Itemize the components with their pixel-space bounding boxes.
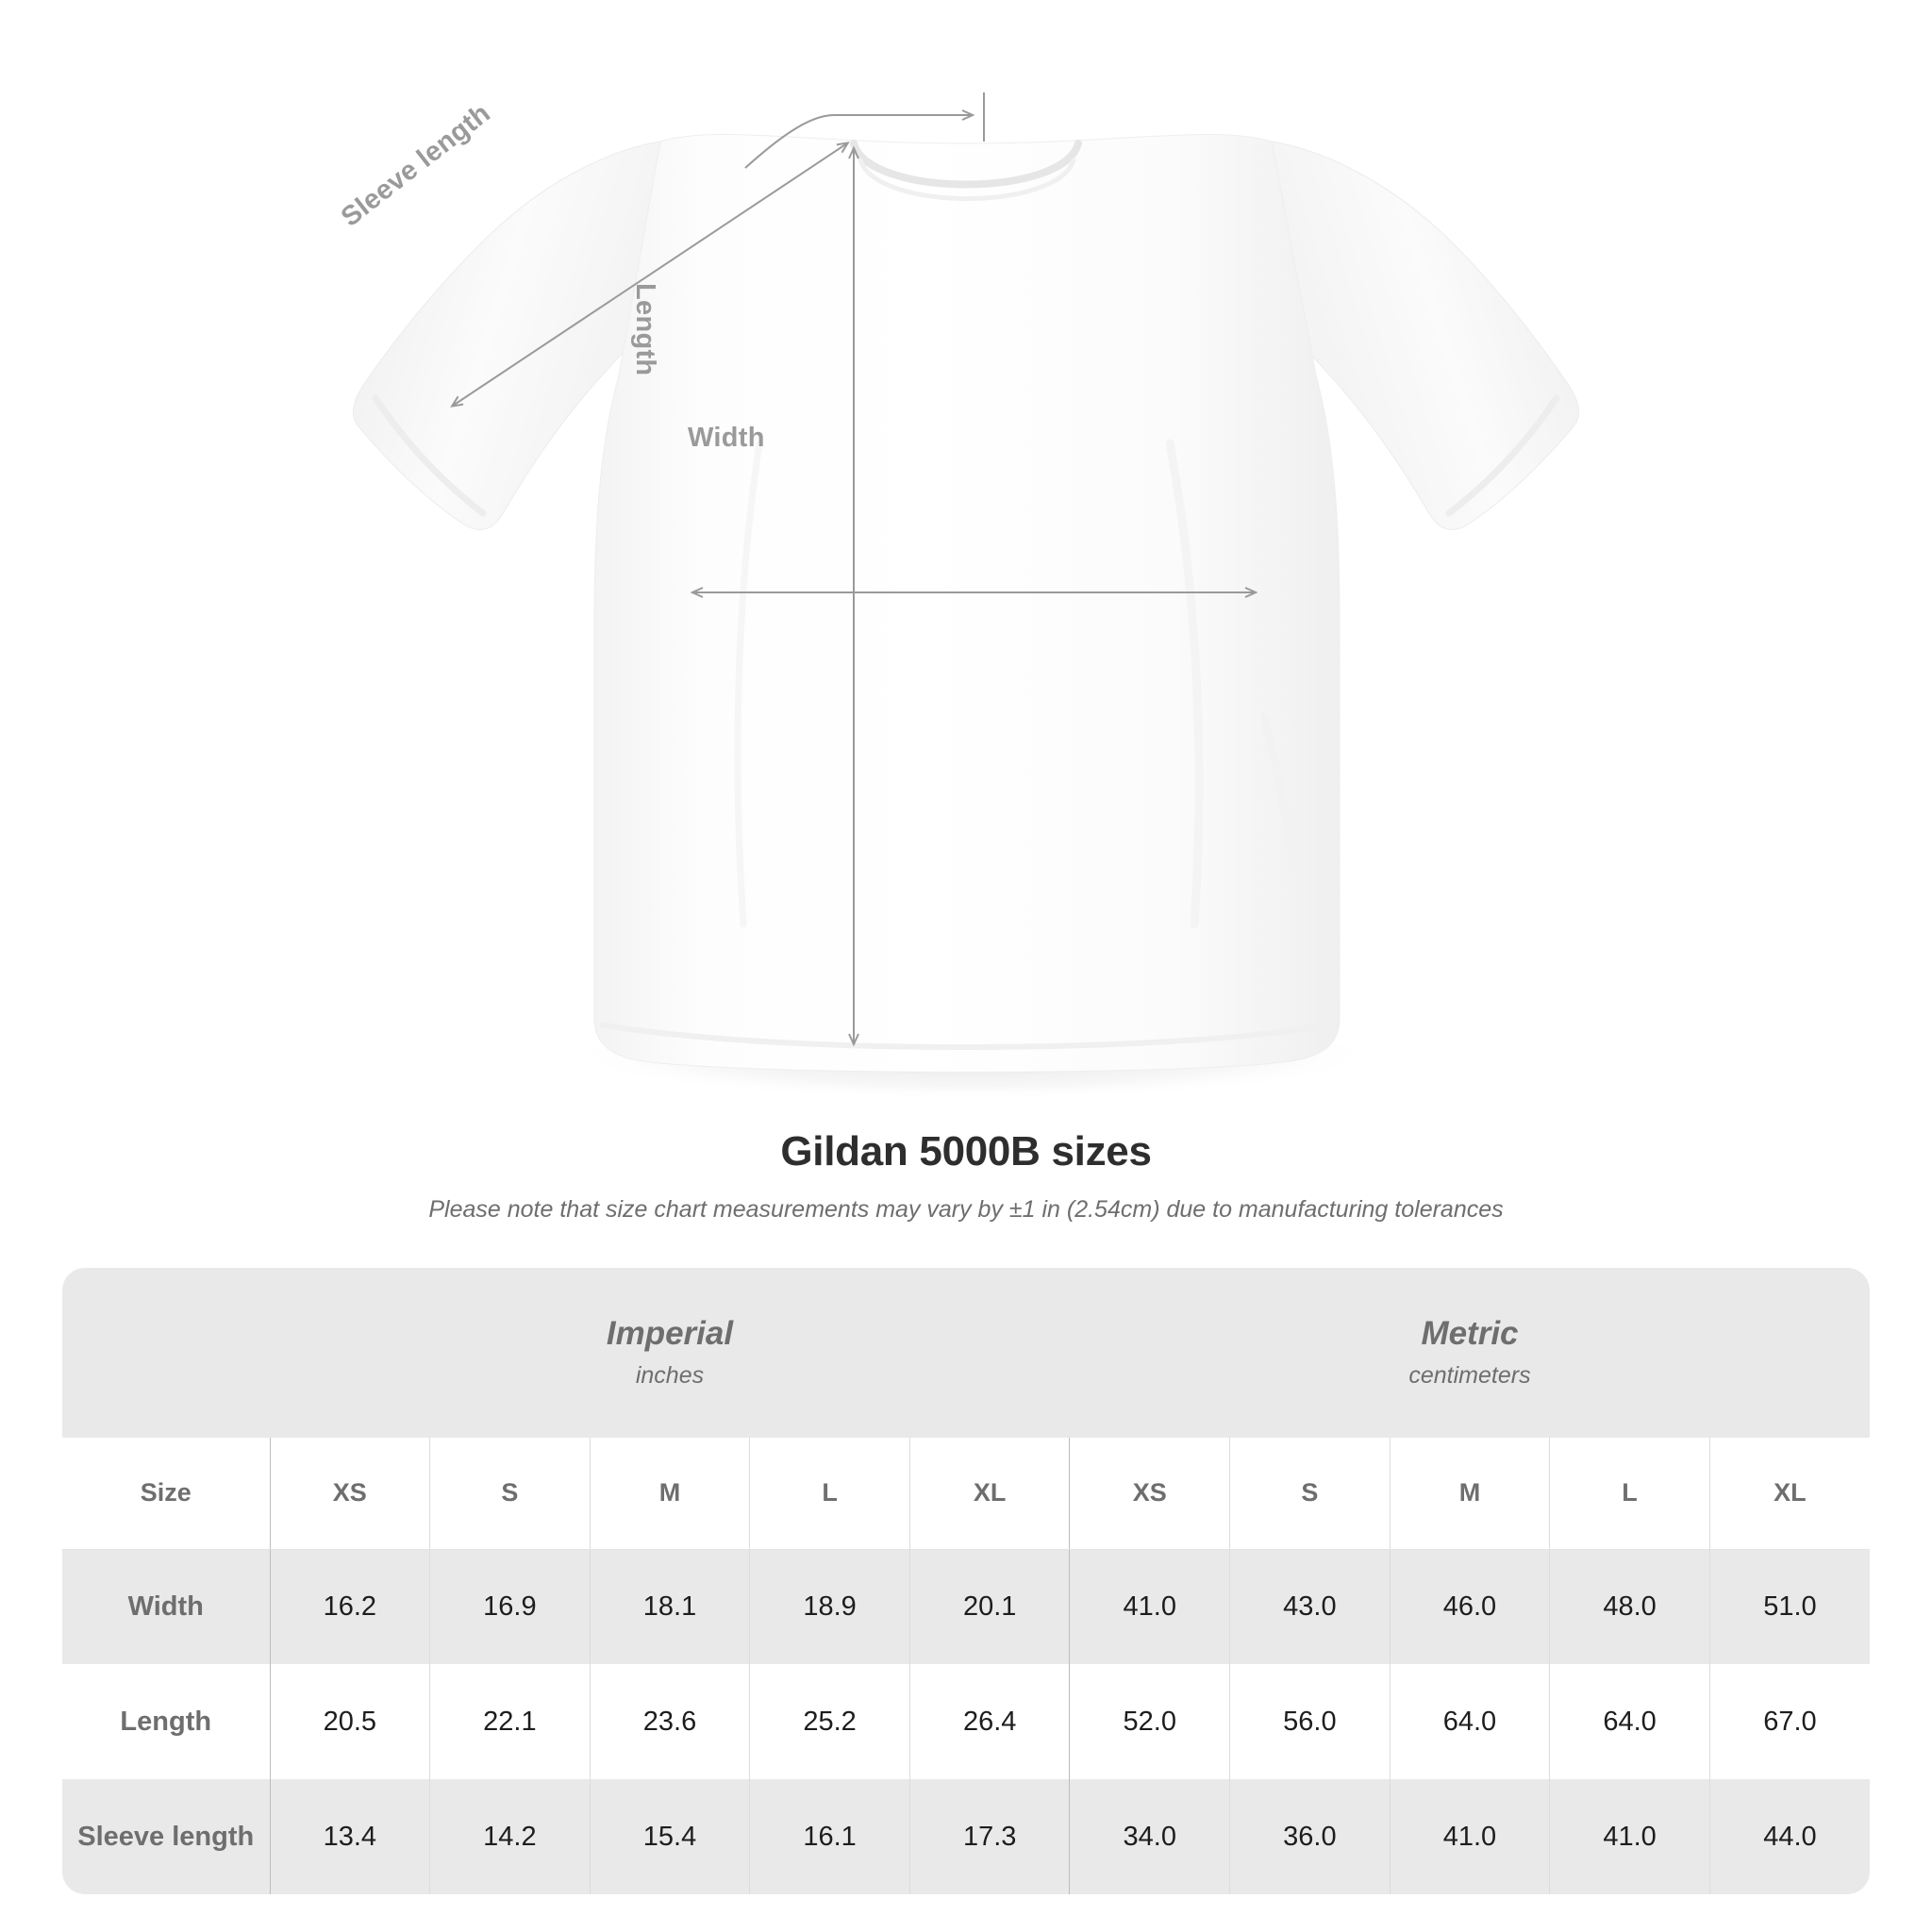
tshirt-illustration: Sleeve length Length Width <box>336 92 1580 1100</box>
header-metric-xs: XS <box>1069 1438 1230 1550</box>
cell-length-metric-s: 56.0 <box>1229 1664 1391 1779</box>
cell-length-imperial-l: 25.2 <box>749 1664 910 1779</box>
hem-line <box>599 1022 1335 1050</box>
cell-width-imperial-m: 18.1 <box>589 1549 750 1664</box>
tshirt-svg <box>352 92 1580 1100</box>
cell-length-metric-l: 64.0 <box>1549 1664 1710 1779</box>
cell-length-imperial-m: 23.6 <box>589 1664 750 1779</box>
shirt-body <box>352 133 1580 1073</box>
tolerance-note: Please note that size chart measurements… <box>428 1196 1504 1223</box>
unit-sub-imperial: inches <box>635 1361 705 1389</box>
cell-sleeve-metric-m: 41.0 <box>1389 1779 1550 1894</box>
table-row: Width 16.2 16.9 18.1 18.9 20.1 41.0 43.0… <box>62 1549 1870 1664</box>
header-metric-s: S <box>1229 1438 1391 1550</box>
cell-length-metric-xs: 52.0 <box>1069 1664 1230 1779</box>
cell-length-imperial-xl: 26.4 <box>908 1664 1070 1779</box>
row-label-sleeve-length: Sleeve length <box>62 1779 270 1894</box>
length-label: Length <box>630 283 660 376</box>
size-table-container: Imperial inches Metric centimeters Size … <box>62 1268 1870 1894</box>
fold-left <box>734 440 763 928</box>
cell-sleeve-imperial-m: 15.4 <box>589 1779 750 1894</box>
table-row: Sleeve length 13.4 14.2 15.4 16.1 17.3 3… <box>62 1779 1870 1894</box>
cell-length-imperial-xs: 20.5 <box>269 1664 430 1779</box>
cell-sleeve-metric-s: 36.0 <box>1229 1779 1391 1894</box>
header-metric-m: M <box>1389 1438 1550 1550</box>
cell-width-imperial-xl: 20.1 <box>908 1549 1070 1664</box>
title-block: Gildan 5000B sizes Please note that size… <box>0 1128 1932 1224</box>
header-imperial-xl: XL <box>908 1438 1070 1550</box>
cell-sleeve-metric-l: 41.0 <box>1549 1779 1710 1894</box>
unit-banner-row: Imperial inches Metric centimeters <box>62 1268 1870 1438</box>
collar-outer <box>850 140 1082 189</box>
cell-sleeve-imperial-xs: 13.4 <box>269 1779 430 1894</box>
header-metric-xl: XL <box>1708 1438 1870 1550</box>
cell-sleeve-metric-xl: 44.0 <box>1708 1779 1870 1894</box>
fold-right <box>1165 439 1204 929</box>
width-label: Width <box>688 423 765 453</box>
sleeve-length-line <box>453 143 847 406</box>
left-cuff <box>372 394 487 517</box>
cell-length-imperial-s: 22.1 <box>429 1664 591 1779</box>
unit-group-imperial: Imperial inches <box>270 1268 1070 1438</box>
cell-width-metric-xs: 41.0 <box>1069 1549 1230 1664</box>
header-imperial-m: M <box>589 1438 750 1550</box>
collar-inner <box>858 158 1076 201</box>
cell-width-metric-l: 48.0 <box>1549 1549 1710 1664</box>
cell-sleeve-imperial-l: 16.1 <box>749 1779 910 1894</box>
right-sleeve <box>1271 141 1580 530</box>
cell-width-metric-m: 46.0 <box>1389 1549 1550 1664</box>
cell-sleeve-metric-xs: 34.0 <box>1069 1779 1230 1894</box>
cell-width-imperial-xs: 16.2 <box>269 1549 430 1664</box>
size-header-row: Size XS S M L XL XS S M L XL <box>62 1438 1870 1550</box>
cell-width-imperial-l: 18.9 <box>749 1549 910 1664</box>
size-table: Imperial inches Metric centimeters Size … <box>62 1268 1870 1894</box>
unit-group-metric: Metric centimeters <box>1069 1268 1870 1438</box>
fold-side-right <box>1260 713 1308 1023</box>
unit-spacer-cell <box>62 1268 270 1438</box>
cell-width-imperial-s: 16.9 <box>429 1549 591 1664</box>
row-label-length: Length <box>62 1664 270 1779</box>
shirt-torso <box>593 133 1341 1073</box>
right-cuff <box>1445 394 1560 517</box>
header-imperial-xs: XS <box>269 1438 430 1550</box>
row-label-width: Width <box>62 1549 270 1664</box>
unit-name-imperial: Imperial <box>606 1315 734 1353</box>
page-title: Gildan 5000B sizes <box>780 1128 1152 1174</box>
cell-length-metric-xl: 67.0 <box>1708 1664 1870 1779</box>
cell-length-metric-m: 64.0 <box>1389 1664 1550 1779</box>
header-imperial-l: L <box>749 1438 910 1550</box>
header-imperial-s: S <box>429 1438 591 1550</box>
header-metric-l: L <box>1549 1438 1710 1550</box>
table-row: Length 20.5 22.1 23.6 25.2 26.4 52.0 56.… <box>62 1664 1870 1779</box>
unit-sub-metric: centimeters <box>1408 1361 1531 1389</box>
cell-sleeve-imperial-xl: 17.3 <box>908 1779 1070 1894</box>
measurement-lines <box>453 92 1255 1043</box>
cell-width-metric-xl: 51.0 <box>1708 1549 1870 1664</box>
unit-name-metric: Metric <box>1421 1315 1519 1353</box>
cell-width-metric-s: 43.0 <box>1229 1549 1391 1664</box>
cell-sleeve-imperial-s: 14.2 <box>429 1779 591 1894</box>
header-size-label: Size <box>62 1438 270 1550</box>
